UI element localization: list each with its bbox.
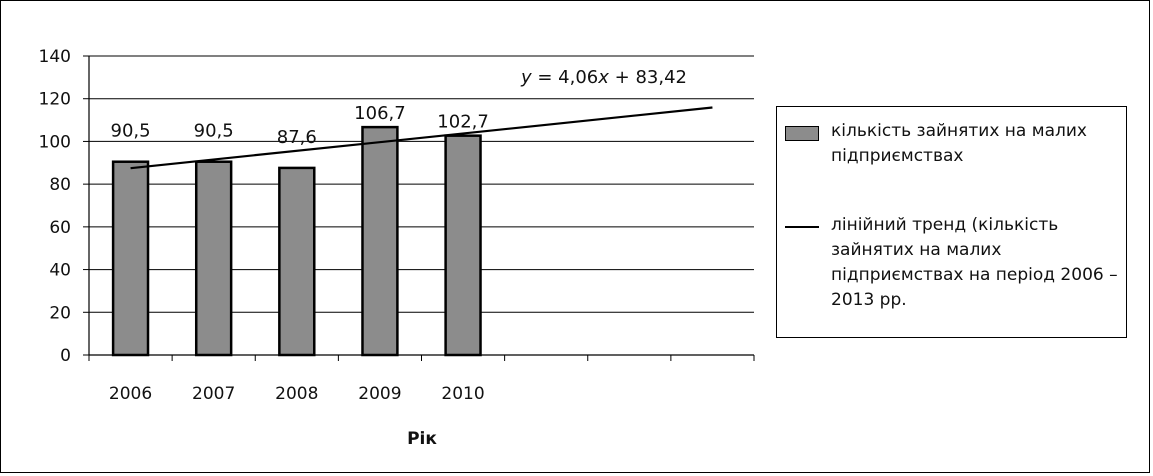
legend-bar-swatch	[785, 126, 819, 141]
bars	[111, 125, 482, 357]
x-tick-label: 2006	[109, 384, 152, 404]
gridlines	[89, 55, 754, 313]
eq-y: y	[520, 67, 532, 88]
legend-trend-label: лінійний тренд (кількість зайнятих на ма…	[831, 215, 1118, 310]
eq-part2: + 83,42	[609, 67, 687, 88]
x-tick-label: 2007	[192, 384, 235, 404]
y-tick-label: 40	[49, 261, 71, 281]
bar	[361, 125, 399, 357]
legend: кількість зайнятих на малих підприємства…	[776, 106, 1127, 338]
trend-line	[130, 106, 713, 170]
axes	[83, 55, 755, 361]
data-label: 102,7	[437, 112, 489, 133]
y-tick-label: 0	[60, 346, 71, 366]
legend-bar-label: кількість зайнятих на малих підприємства…	[831, 121, 1087, 166]
bar	[194, 160, 233, 357]
data-label: 87,6	[277, 127, 317, 148]
legend-line-swatch	[785, 226, 819, 228]
labels: 0 20 40 60 80 100 120 140 90,5 90,5 87,6 106,7 102,7…	[39, 47, 489, 404]
bar	[111, 160, 150, 357]
data-label: 90,5	[111, 121, 151, 142]
data-label: 90,5	[194, 121, 234, 142]
eq-x: x	[597, 67, 609, 88]
y-tick-label: 20	[49, 303, 71, 323]
y-tick-label: 140	[39, 47, 71, 67]
y-tick-label: 80	[49, 175, 71, 195]
legend-item-bars: кількість зайнятих на малих підприємства…	[785, 119, 1120, 169]
trendline	[130, 106, 713, 170]
y-tick-label: 60	[49, 218, 71, 238]
y-tick-label: 100	[39, 132, 71, 152]
x-axis-title: Рік	[407, 429, 437, 449]
trend-equation: y = 4,06x + 83,42	[520, 67, 687, 88]
data-label: 106,7	[354, 103, 406, 124]
x-tick-label: 2009	[358, 384, 401, 404]
bar	[444, 134, 482, 357]
legend-item-trend: лінійний тренд (кількість зайнятих на ма…	[785, 213, 1120, 313]
y-tick-label: 120	[39, 90, 71, 110]
x-tick-label: 2008	[275, 384, 318, 404]
eq-part1: = 4,06	[532, 67, 599, 88]
x-tick-label: 2010	[441, 384, 484, 404]
bar	[278, 166, 316, 357]
